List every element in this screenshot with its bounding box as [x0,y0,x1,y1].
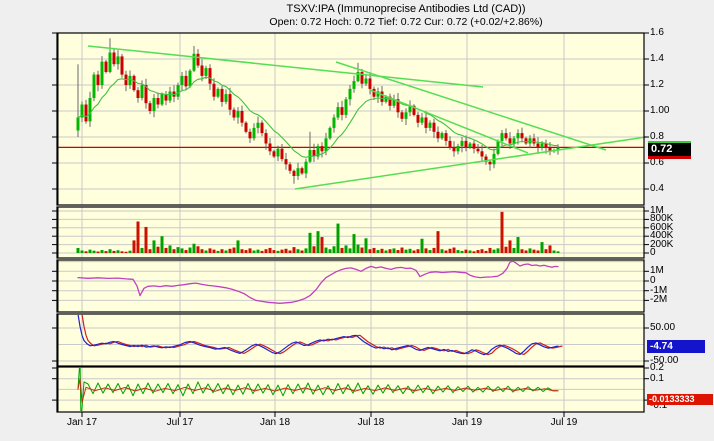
page-title: TSXV:IPA (Immunoprecise Antibodies Ltd (… [286,3,526,15]
quote-line: Open: 0.72 Hoch: 0.72 Tief: 0.72 Cur: 0.… [269,16,543,28]
price-y-axis-label: 1.6 [650,27,664,38]
obv-y-axis-label: -1M [650,284,668,296]
volume-y-axis-label: 800K [650,213,674,225]
obv-y-axis-label: 0 [650,275,656,286]
volume-plot [76,211,560,253]
obv-plot [77,261,559,304]
price-y-axis-label: 1.2 [650,79,664,90]
x-axis-label: Jan 18 [259,417,291,428]
x-axis-label: Jul 17 [166,417,194,428]
macd-y-axis-label: 0.1 [650,372,664,384]
price-y-axis-label: 1.00 [650,105,670,116]
macd-y-axis-label: 0.2 [650,362,664,373]
x-axis-label: Jul 19 [550,417,578,428]
osc-y-axis-label: 50.00 [650,322,676,333]
volume-y-axis-label: 400K [650,230,674,242]
price-y-axis-label: 0.8 [650,131,664,142]
macd-y-axis-label: -0.1 [650,400,668,412]
x-axis-label: Jan 17 [66,417,98,428]
obv-y-axis-label: -2M [650,294,668,306]
osc-y-axis-label: -50.00 [650,355,679,366]
macd-value-badge: -0.0133333 [647,394,713,405]
price-y-axis-label: 0.4 [650,183,664,194]
osc-panel-bg [57,314,644,366]
price-y-axis-label: 0.6 [650,157,664,168]
x-axis-label: Jul 18 [357,417,385,428]
obv-y-axis-label: 1M [650,265,664,277]
oscillator-plot [77,315,563,356]
price-plot [58,38,647,190]
volume-y-axis-label: 200K [650,238,674,250]
x-axis-label: Jan 19 [451,417,483,428]
oscillator-value-badge: -4.74 [647,340,705,353]
last-price-badge: 0.72 [648,141,691,159]
volume-y-axis-label: 600K [650,221,674,233]
volume-y-axis-label: 1M [650,205,664,216]
price-y-axis-label: 1.4 [650,53,664,64]
macd-plot [77,368,559,411]
volume-y-axis-label: 0 [650,247,656,258]
price-panel-bg [57,33,644,205]
